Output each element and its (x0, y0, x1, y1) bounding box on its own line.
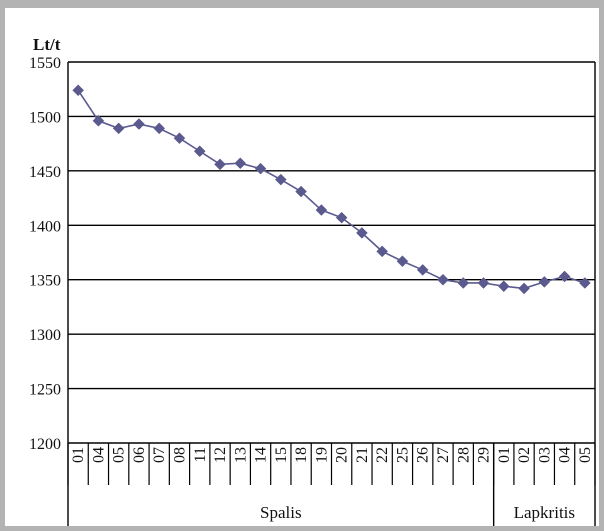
x-tick-label: 15 (273, 447, 290, 463)
data-point-marker (497, 280, 510, 293)
x-tick-label: 13 (232, 447, 249, 463)
data-point-marker (274, 173, 287, 186)
data-point-marker (133, 118, 145, 130)
data-point-marker (437, 273, 449, 286)
data-point-marker (112, 122, 125, 135)
x-tick-label: 14 (253, 447, 270, 463)
data-point-marker (173, 132, 186, 145)
group-label: Spalis (260, 503, 302, 522)
data-point-marker (396, 255, 409, 268)
x-tick-label: 26 (415, 447, 432, 463)
x-tick-label: 05 (577, 447, 594, 463)
x-tick-label: 19 (313, 447, 330, 463)
x-tick-label: 01 (496, 447, 513, 463)
line-chart: Lt/t 1200 1250 1300 1350 1400 1450 1500 1550 Spa… (29, 35, 596, 526)
y-axis-label: Lt/t (33, 35, 61, 54)
x-tick-label: 04 (557, 447, 574, 463)
data-point-marker (193, 145, 206, 158)
data-point-marker (295, 185, 307, 198)
x-tick-label: 25 (394, 447, 411, 463)
x-tick-label: 20 (334, 447, 351, 463)
x-tick-label: 11 (192, 447, 209, 462)
x-tick-label: 27 (435, 447, 452, 463)
data-point-marker (416, 264, 429, 276)
data-point-marker (558, 270, 571, 283)
data-point-marker (92, 114, 105, 127)
x-tick-label: 05 (111, 447, 128, 463)
y-tick-label: 1200 (29, 436, 61, 453)
data-point-marker (335, 211, 348, 224)
y-tick-label: 1550 (29, 55, 61, 72)
x-tick-label: 18 (293, 447, 310, 463)
data-point-marker (214, 158, 226, 171)
data-point-marker (234, 157, 247, 170)
data-point-marker (538, 276, 551, 288)
x-tick-label: 12 (212, 447, 229, 463)
data-point-marker (254, 162, 267, 175)
y-tick-label: 1450 (29, 164, 61, 181)
data-point-marker (153, 122, 166, 135)
x-tick-label: 29 (476, 447, 493, 463)
data-point-marker (477, 277, 490, 289)
data-point-marker (315, 204, 328, 216)
x-tick-label: 03 (536, 447, 553, 463)
data-point-marker (518, 282, 530, 295)
x-tick-label: 21 (354, 447, 371, 463)
x-tick-label: 08 (171, 447, 188, 463)
series-line (77, 89, 586, 290)
y-tick-label: 1300 (29, 327, 61, 344)
y-tick-label: 1400 (29, 218, 61, 235)
y-tick-label: 1500 (29, 109, 61, 126)
y-tick-label: 1350 (29, 273, 61, 290)
x-tick-label: 06 (131, 447, 148, 463)
x-tick-label: 22 (374, 447, 391, 463)
group-label: Lapkritis (514, 503, 575, 522)
x-tick-label: 28 (455, 447, 472, 463)
data-point-marker (579, 277, 591, 289)
x-tick-label: 04 (90, 447, 107, 463)
data-point-marker (376, 245, 389, 258)
y-tick-label: 1250 (29, 382, 61, 399)
data-point-marker (457, 277, 470, 289)
data-point-marker (356, 227, 368, 239)
x-tick-label: 01 (70, 447, 87, 463)
x-tick-label: 02 (516, 447, 533, 463)
x-tick-label: 07 (151, 447, 168, 463)
data-point-marker (72, 84, 84, 97)
